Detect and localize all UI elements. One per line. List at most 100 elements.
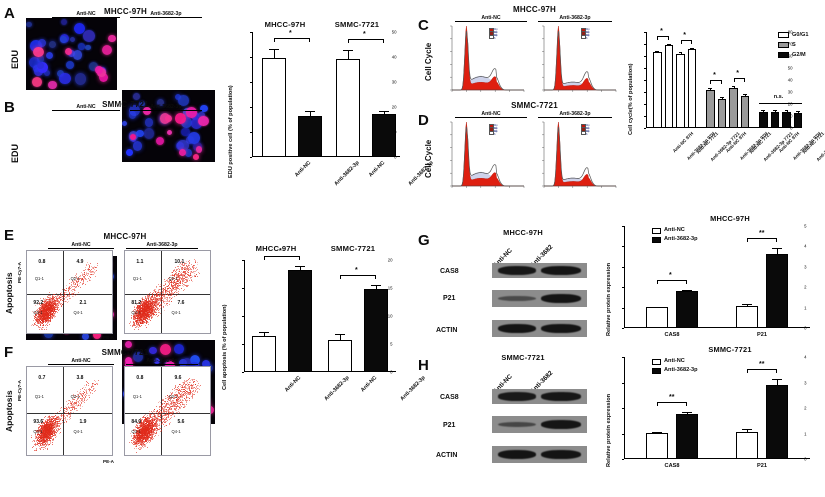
flow-event bbox=[42, 324, 44, 326]
histogram-legend-swatch-2 bbox=[489, 130, 495, 136]
flow-event bbox=[149, 319, 151, 321]
flow-event bbox=[178, 288, 180, 290]
y-tick bbox=[643, 56, 646, 57]
panel-b-underline-left bbox=[52, 109, 120, 111]
flow-event bbox=[50, 321, 52, 323]
significance-bracket bbox=[733, 78, 746, 82]
flow-event bbox=[186, 281, 188, 283]
panel-letter-a: A bbox=[4, 5, 15, 22]
nucleus-blue bbox=[126, 149, 133, 156]
panel-c-image-label-0: Anti-NC bbox=[481, 15, 501, 21]
flow-event bbox=[43, 316, 45, 318]
nucleus-edu-positive bbox=[125, 356, 133, 365]
histogram-legend-label-0: Dip G1 bbox=[493, 123, 498, 130]
flow-event bbox=[32, 315, 34, 317]
flow-event bbox=[142, 303, 144, 305]
y-tick-label: 50 bbox=[391, 29, 397, 35]
nucleus-edu-positive bbox=[48, 80, 58, 90]
y-tick bbox=[249, 32, 252, 33]
panel-f-image-label-1: Anti-3682-3p bbox=[146, 358, 178, 364]
panel-letter-c: C bbox=[418, 17, 429, 34]
flow-event bbox=[185, 265, 187, 267]
flow-event bbox=[55, 305, 57, 307]
flow-event bbox=[33, 319, 35, 321]
error-bar bbox=[384, 110, 385, 114]
nucleus-blue bbox=[38, 38, 46, 47]
nucleus-edu-positive bbox=[196, 146, 203, 153]
flow-event bbox=[48, 301, 50, 303]
flow-event bbox=[43, 307, 45, 309]
flow-event bbox=[163, 309, 165, 311]
y-tick-label: 60 bbox=[787, 53, 793, 59]
flow-event bbox=[74, 286, 76, 288]
flow-event bbox=[40, 298, 42, 300]
flow-event bbox=[40, 320, 42, 322]
error-bar-cap bbox=[743, 94, 747, 96]
nucleus-blue bbox=[78, 43, 85, 50]
flow-event bbox=[42, 326, 44, 328]
histogram-legend-label-2: Dip S bbox=[585, 130, 590, 137]
nucleus-edu-positive bbox=[192, 153, 199, 160]
flow-event bbox=[57, 302, 59, 304]
flow-event bbox=[139, 321, 141, 323]
flow-event bbox=[89, 277, 91, 279]
flow-event bbox=[173, 296, 175, 298]
flow-event bbox=[176, 295, 178, 297]
y-tick-label: 40 bbox=[391, 54, 397, 60]
flow-event bbox=[96, 266, 98, 268]
nucleus-edu-positive bbox=[164, 114, 173, 123]
flow-event bbox=[48, 297, 50, 299]
histogram-legend-swatch-2 bbox=[581, 130, 587, 136]
flow-event bbox=[47, 316, 49, 318]
y-tick-label: 50 bbox=[787, 65, 793, 71]
panel-a-underline-right bbox=[130, 16, 202, 18]
histogram-legend-label-1: Dip G2 bbox=[493, 127, 498, 133]
edu-group-title-0: MHCC-97H bbox=[264, 20, 306, 29]
flow-event bbox=[55, 306, 57, 308]
quadrant-id-q3: Q3-1 bbox=[131, 309, 141, 315]
nucleus-edu-positive bbox=[32, 77, 42, 87]
panel-a-image-label-1: Anti-3682-3p bbox=[150, 11, 182, 17]
nucleus-blue bbox=[122, 120, 128, 127]
flow-event bbox=[69, 294, 71, 296]
x-tick-label: Anti-3682-3p bbox=[333, 160, 361, 188]
flow-event bbox=[166, 303, 168, 305]
flow-event bbox=[152, 291, 154, 293]
significance-label: * bbox=[289, 30, 292, 38]
flow-event bbox=[42, 317, 44, 319]
y-axis bbox=[252, 32, 254, 157]
flow-event bbox=[59, 303, 61, 305]
histogram-d-anti-3682-3p: Dip G1 Dip G2 Dip S bbox=[532, 118, 620, 198]
histogram-legend-label-0: Dip G1 bbox=[493, 27, 498, 34]
flow-event bbox=[136, 321, 138, 323]
nucleus-blue bbox=[157, 99, 164, 107]
flow-event bbox=[43, 319, 45, 321]
quadrant-value-q2: 4.9 bbox=[76, 258, 84, 265]
cellcycle-histogram-svg bbox=[542, 25, 617, 92]
flow-event bbox=[41, 307, 43, 309]
flow-event bbox=[37, 318, 39, 320]
flow-event bbox=[51, 302, 53, 304]
quadrant-id-q4: Q4-1 bbox=[171, 309, 181, 315]
flow-plot-f-anti-nc: 0.7 Q1-1 3.8 Q2-1 93.6 Q3-1 1.9 Q4-1 bbox=[26, 366, 113, 456]
flow-event bbox=[155, 286, 157, 288]
flow-event bbox=[37, 320, 39, 322]
flow-event bbox=[184, 276, 186, 278]
flow-event bbox=[185, 267, 187, 269]
nucleus-edu-positive bbox=[198, 115, 209, 127]
bar bbox=[664, 45, 674, 128]
flow-event bbox=[32, 324, 34, 326]
flow-event bbox=[74, 294, 76, 296]
flow-event bbox=[50, 294, 52, 296]
flow-event bbox=[50, 313, 52, 315]
panel-b-row-label: EDU bbox=[10, 143, 20, 163]
nucleus-blue bbox=[72, 50, 83, 60]
flow-event bbox=[164, 293, 166, 295]
flow-event bbox=[96, 270, 98, 272]
panel-d-image-label-1: Anti-3682-3p bbox=[559, 111, 591, 117]
flow-event bbox=[161, 303, 163, 305]
flow-event bbox=[168, 283, 170, 285]
flow-event bbox=[51, 313, 53, 315]
bar bbox=[793, 113, 803, 128]
flow-event bbox=[45, 298, 47, 300]
